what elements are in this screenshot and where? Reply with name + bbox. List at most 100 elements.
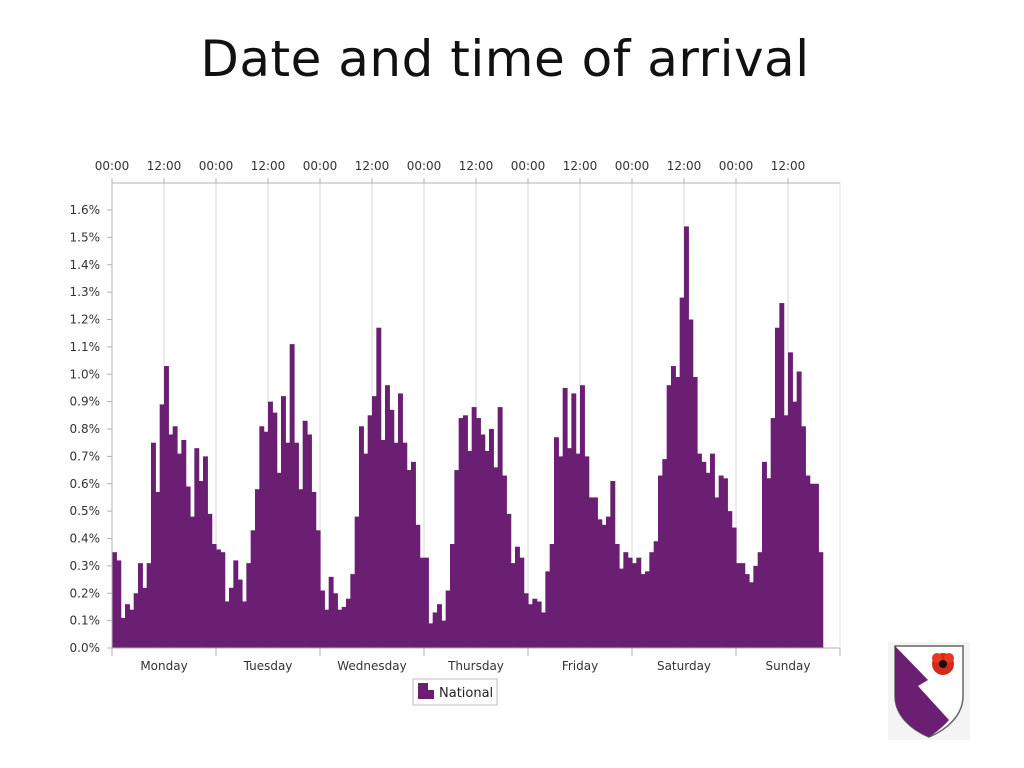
bar bbox=[432, 612, 438, 648]
bar bbox=[289, 344, 295, 648]
y-tick-label: 1.3% bbox=[70, 285, 101, 299]
bar bbox=[528, 604, 533, 648]
bar bbox=[640, 574, 646, 648]
bar bbox=[320, 590, 325, 648]
bar bbox=[801, 426, 806, 648]
bar bbox=[328, 576, 334, 648]
bar bbox=[359, 426, 364, 648]
bar bbox=[714, 497, 720, 648]
bar bbox=[315, 530, 321, 648]
bar bbox=[805, 475, 811, 648]
bar bbox=[536, 601, 542, 648]
bar bbox=[653, 541, 659, 648]
bar bbox=[818, 552, 824, 648]
bar bbox=[688, 319, 694, 648]
bar bbox=[493, 467, 499, 648]
bar bbox=[814, 483, 819, 648]
bar bbox=[411, 461, 416, 648]
bar bbox=[437, 604, 442, 648]
bar bbox=[151, 442, 156, 648]
bar bbox=[597, 519, 603, 648]
bar bbox=[662, 459, 668, 648]
top-tick-label: 12:00 bbox=[563, 159, 598, 173]
bar bbox=[207, 513, 213, 648]
bar bbox=[246, 563, 252, 648]
bar bbox=[376, 327, 382, 648]
bar bbox=[705, 472, 711, 648]
bar bbox=[666, 385, 672, 648]
bar bbox=[211, 543, 217, 648]
bar bbox=[675, 376, 681, 648]
bar bbox=[619, 568, 624, 648]
bar bbox=[731, 527, 737, 648]
bar bbox=[783, 415, 789, 648]
bar bbox=[402, 442, 408, 648]
bar bbox=[523, 593, 529, 648]
top-tick-label: 00:00 bbox=[615, 159, 650, 173]
bar bbox=[718, 475, 724, 648]
bar bbox=[441, 620, 447, 648]
crest-logo bbox=[888, 642, 970, 740]
y-tick-label: 0.3% bbox=[70, 559, 101, 573]
bar bbox=[463, 415, 468, 648]
x-tick-label: Wednesday bbox=[337, 659, 406, 673]
bar bbox=[224, 601, 230, 648]
bar bbox=[454, 470, 460, 648]
bar bbox=[580, 385, 585, 648]
bar bbox=[341, 606, 347, 648]
bar bbox=[606, 516, 611, 648]
y-tick-label: 0.7% bbox=[70, 449, 101, 463]
bar bbox=[393, 442, 399, 648]
bar bbox=[428, 623, 434, 648]
bar bbox=[809, 483, 815, 648]
bar bbox=[164, 366, 169, 648]
y-tick-label: 1.6% bbox=[70, 203, 101, 217]
bar bbox=[506, 513, 512, 648]
bar bbox=[645, 571, 650, 648]
bar bbox=[380, 439, 386, 648]
bar bbox=[307, 434, 312, 648]
bar bbox=[116, 560, 122, 648]
bar bbox=[298, 489, 304, 648]
chart-legend: National bbox=[412, 678, 498, 706]
bar bbox=[458, 418, 464, 648]
bar bbox=[480, 434, 486, 648]
bar bbox=[727, 511, 733, 648]
bar bbox=[263, 431, 269, 648]
top-tick-label: 00:00 bbox=[407, 159, 442, 173]
x-tick-label: Thursday bbox=[447, 659, 504, 673]
bar bbox=[181, 439, 187, 648]
bar bbox=[697, 453, 702, 648]
y-tick-label: 1.5% bbox=[70, 230, 101, 244]
bar bbox=[120, 617, 126, 648]
bar bbox=[710, 453, 715, 648]
bar bbox=[285, 442, 291, 648]
bar bbox=[133, 593, 139, 648]
bar bbox=[350, 574, 356, 648]
bar bbox=[185, 486, 191, 648]
bar bbox=[471, 407, 477, 648]
bar bbox=[129, 609, 135, 648]
y-tick-label: 0.9% bbox=[70, 395, 101, 409]
legend-swatch-national bbox=[418, 683, 434, 699]
bar bbox=[389, 409, 395, 648]
bar bbox=[701, 461, 707, 648]
bar bbox=[502, 475, 507, 648]
bar bbox=[302, 420, 308, 648]
bar bbox=[112, 552, 117, 648]
top-tick-label: 12:00 bbox=[459, 159, 494, 173]
bar bbox=[142, 587, 148, 648]
bar bbox=[749, 582, 754, 648]
bar bbox=[155, 491, 161, 648]
bar bbox=[354, 516, 360, 648]
y-tick-label: 1.0% bbox=[70, 367, 101, 381]
bar bbox=[385, 385, 390, 648]
bar bbox=[168, 434, 174, 648]
bar bbox=[584, 456, 590, 648]
bar bbox=[614, 543, 620, 648]
bar bbox=[601, 524, 607, 648]
bar bbox=[593, 497, 598, 648]
bar bbox=[190, 516, 195, 648]
bar bbox=[198, 481, 204, 648]
bar bbox=[554, 437, 559, 648]
